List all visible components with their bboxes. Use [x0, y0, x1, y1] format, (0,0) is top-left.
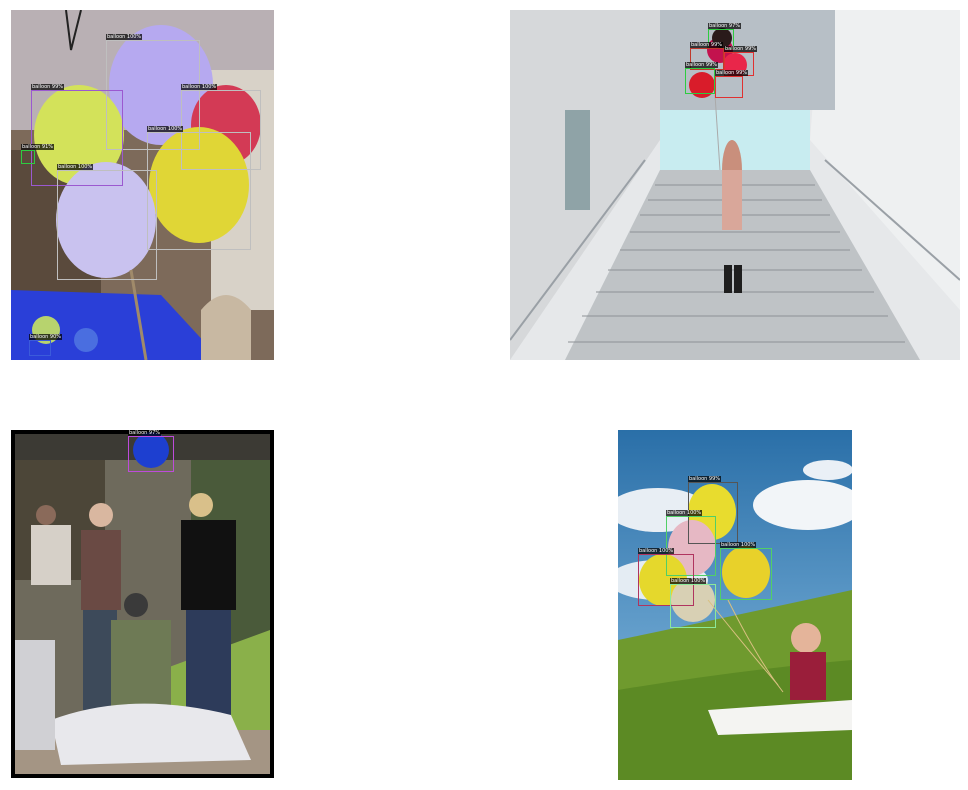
- detection-label: balloon 99%: [724, 46, 758, 52]
- detection-label: balloon 100%: [670, 578, 707, 584]
- detection-box: balloon 100%: [670, 578, 716, 628]
- detection-box: balloon 99%: [31, 84, 123, 186]
- detection-label: balloon 100%: [638, 548, 675, 554]
- detection-box: balloon 100%: [666, 510, 716, 576]
- detection-label: balloon 100%: [106, 34, 143, 40]
- detection-label: balloon 99%: [685, 62, 719, 68]
- image-panel-bottom-left: balloon 97%: [11, 430, 274, 778]
- detection-label: balloon 100%: [720, 542, 757, 548]
- detection-box: balloon 97%: [128, 430, 174, 472]
- detection-box: balloon 90%: [29, 334, 63, 356]
- detection-label: balloon 100%: [147, 126, 184, 132]
- detection-label: balloon 90%: [29, 334, 63, 340]
- detection-label: balloon 100%: [666, 510, 703, 516]
- detection-box: balloon 100%: [106, 34, 200, 150]
- detection-label: balloon 100%: [181, 84, 218, 90]
- detection-label: balloon 99%: [715, 70, 749, 76]
- detection-box: balloon 91%: [21, 144, 55, 164]
- party-balloons-photo: [11, 10, 274, 360]
- detection-label: balloon 91%: [21, 144, 55, 150]
- image-panel-top-right: balloon 97% balloon 99% balloon 99% ball…: [510, 10, 960, 360]
- detection-label: balloon 99%: [688, 476, 722, 482]
- image-panel-bottom-right: balloon 99% balloon 100% balloon 100% ba…: [618, 430, 852, 780]
- detection-label: balloon 99%: [690, 42, 724, 48]
- image-panel-top-left: balloon 100% balloon 99% balloon 100% ba…: [11, 10, 274, 360]
- street-scene-photo: [11, 430, 274, 778]
- detection-box: balloon 100%: [147, 126, 251, 250]
- detection-label: balloon 97%: [128, 430, 162, 436]
- stairway-photo: [510, 10, 960, 360]
- detection-label: balloon 97%: [708, 23, 742, 29]
- detection-box: balloon 99%: [690, 42, 724, 70]
- detection-box: balloon 100%: [57, 164, 157, 280]
- detection-box: balloon 99%: [715, 70, 749, 98]
- detection-box: balloon 100%: [720, 542, 772, 600]
- detection-box: balloon 99%: [685, 62, 719, 94]
- detection-label: balloon 100%: [57, 164, 94, 170]
- detection-label: balloon 99%: [31, 84, 65, 90]
